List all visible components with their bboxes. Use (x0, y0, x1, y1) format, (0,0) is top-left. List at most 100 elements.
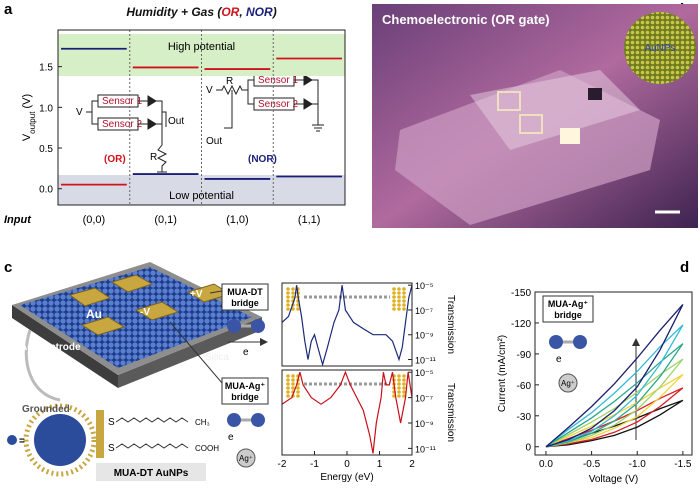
chain-label: S (108, 417, 115, 428)
atom (392, 287, 396, 291)
atom (397, 374, 401, 378)
atom (402, 394, 406, 398)
device-label: Silica (205, 352, 229, 363)
atom (286, 295, 290, 299)
photo-title: Chemoelectronic (OR gate) (382, 12, 550, 27)
y-label-part: (V) (21, 94, 33, 112)
title-part: OR (221, 5, 239, 19)
bridge-label: bridge (231, 298, 259, 308)
circuit-label: R (150, 152, 157, 163)
y-axis-label: Transmission (445, 383, 456, 442)
x-tick-label: -2 (278, 459, 287, 470)
device-label: Au (86, 307, 102, 321)
circuit-label: Out (206, 136, 222, 147)
atom (296, 394, 300, 398)
circuit-label: (NOR) (248, 154, 277, 165)
ion-label: Ag⁺ (561, 379, 575, 388)
x-axis-label: Input (4, 214, 32, 226)
electron-label: e (243, 347, 249, 358)
atom (397, 386, 401, 390)
atom (286, 307, 290, 311)
circuit-label: (OR) (104, 154, 126, 165)
y-tick-label: 0 (525, 443, 531, 454)
atom (296, 386, 300, 390)
atom (397, 299, 401, 303)
device-label: +V (190, 289, 203, 300)
x-axis-label: Voltage (V) (589, 474, 638, 485)
atom (286, 382, 290, 386)
y-tick-label: 10⁻¹¹ (415, 444, 436, 454)
y-tick-label: 0.5 (39, 144, 53, 155)
y-label-part: V (21, 133, 33, 141)
atom (402, 287, 406, 291)
atom (286, 390, 290, 394)
atom (392, 299, 396, 303)
atom (397, 287, 401, 291)
atom (392, 295, 396, 299)
circuit-label: V (76, 107, 83, 118)
atom (402, 386, 406, 390)
iv-curve (545, 303, 684, 448)
device-label: = (19, 436, 25, 447)
panel-label: d (680, 259, 689, 276)
panel-label: a (4, 1, 13, 18)
y-tick-label: 10⁻⁵ (415, 281, 434, 291)
y-axis-label: Voutput (V) (21, 94, 37, 141)
y-tick-label: 10⁻⁷ (415, 306, 433, 316)
circuit-label: Sensor 1 (258, 75, 298, 86)
x-tick-label: 2 (409, 459, 415, 470)
iv-curve (545, 343, 684, 448)
electron-label: e (556, 354, 562, 365)
y-tick-label: 1.0 (39, 103, 53, 114)
title-part: NOR (246, 5, 273, 19)
x-tick-label: (1,1) (298, 214, 321, 226)
atom (397, 390, 401, 394)
y-tick-label: 10⁻⁹ (415, 331, 434, 341)
x-tick-label: (0,0) (83, 214, 106, 226)
atom (397, 307, 401, 311)
atom (402, 299, 406, 303)
atom (296, 307, 300, 311)
atom (397, 303, 401, 307)
atom (291, 378, 295, 382)
device-label: Ag electrode (20, 342, 81, 353)
atom (291, 287, 295, 291)
y-tick-label: -30 (517, 412, 532, 423)
panel-label: c (4, 259, 12, 276)
iv-curve (545, 324, 684, 448)
nor-circuit (216, 73, 324, 132)
chain-label: CH₃ (195, 418, 210, 427)
circuit-label: Sensor 2 (102, 119, 142, 130)
transmission-line (281, 370, 413, 454)
atom (392, 307, 396, 311)
atom (402, 295, 406, 299)
y-label-part: output (28, 111, 37, 134)
atom (286, 291, 290, 295)
iv-curve (545, 358, 684, 448)
atom (286, 394, 290, 398)
iv-curve (545, 373, 684, 448)
atom (402, 390, 406, 394)
atom (286, 299, 290, 303)
atom (397, 291, 401, 295)
plot-frame (57, 29, 346, 206)
atom (392, 291, 396, 295)
x-tick-label: (1,0) (226, 214, 249, 226)
x-tick-label: (0,1) (154, 214, 177, 226)
np-name: MUA-DT AuNPs (114, 468, 189, 479)
transmission-line (281, 285, 413, 367)
atom (291, 295, 295, 299)
y-axis-label: Transmission (445, 295, 456, 354)
atom (397, 295, 401, 299)
x-tick-label: 0.0 (539, 459, 553, 470)
chain-label: S (108, 443, 115, 454)
atom (402, 291, 406, 295)
x-tick-label: -1.5 (674, 459, 692, 470)
x-tick-label: -0.5 (583, 459, 601, 470)
plot-bg (282, 283, 412, 366)
atom (291, 291, 295, 295)
atom (402, 382, 406, 386)
atom (286, 374, 290, 378)
x-tick-label: -1 (310, 459, 319, 470)
title-part: ) (271, 5, 277, 19)
